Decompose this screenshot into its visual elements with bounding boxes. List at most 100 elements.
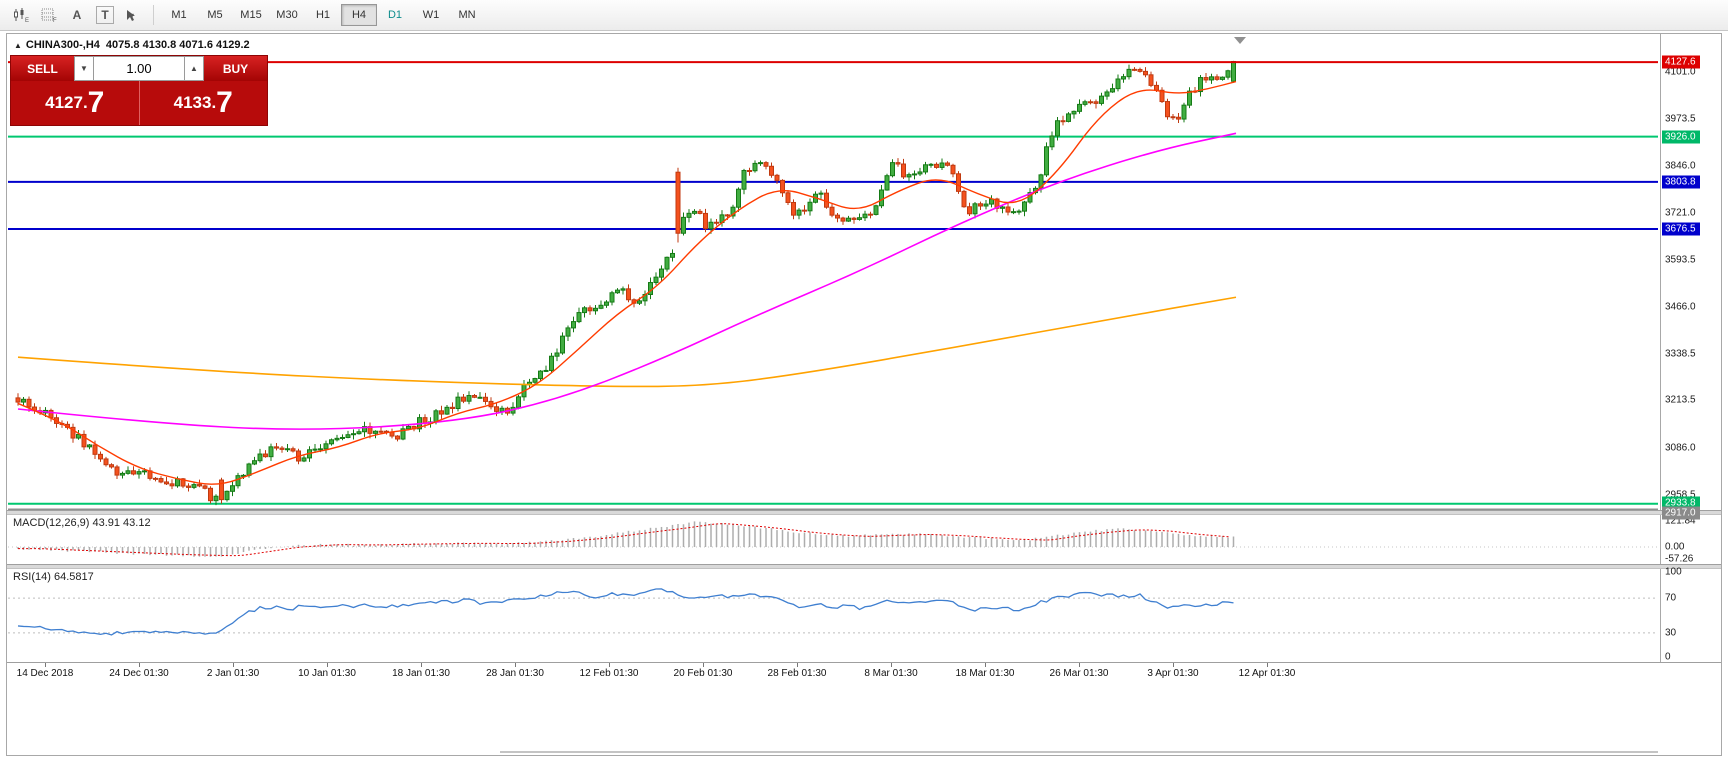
sell-price-main: 4127. <box>45 93 88 112</box>
text-tool-button[interactable]: A <box>72 8 82 22</box>
rsi-axis-label: 70 <box>1665 592 1677 604</box>
price-axis-label: 4101.0 <box>1665 66 1696 78</box>
svg-text:E: E <box>25 18 29 24</box>
rsi-axis-label: 0 <box>1665 651 1671 663</box>
time-axis-label: 18 Mar 01:30 <box>955 668 1015 679</box>
price-axis-label: 3846.0 <box>1665 160 1696 172</box>
timeframe-button-mn[interactable]: MN <box>458 9 476 21</box>
time-axis-label: 10 Jan 01:30 <box>298 668 356 679</box>
lot-increase-button[interactable]: ▲ <box>184 56 204 81</box>
rsi-axis-label: 100 <box>1665 566 1682 578</box>
price-axis-badge: 3803.8 <box>1662 175 1700 189</box>
rsi-axis-label: 30 <box>1665 627 1677 639</box>
macd-axis-label: 121.84 <box>1665 515 1696 527</box>
timeframe-group: M1 M5 M15 M30 H1 H4 D1 W1 MN <box>161 4 485 26</box>
time-axis-label: 24 Dec 01:30 <box>109 668 169 679</box>
timeframe-button-h1[interactable]: H1 <box>315 9 331 21</box>
sell-button[interactable]: SELL <box>11 56 74 81</box>
price-axis-separator[interactable] <box>1660 34 1661 663</box>
macd-axis-label: 0.00 <box>1665 541 1685 553</box>
time-axis-tick <box>139 663 140 667</box>
panel-separator[interactable] <box>7 564 1721 569</box>
time-axis-tick <box>609 663 610 667</box>
time-axis-tick <box>1267 663 1268 667</box>
price-axis-label: 3466.0 <box>1665 301 1696 313</box>
time-axis-label: 3 Apr 01:30 <box>1147 668 1199 679</box>
ma-slow-line <box>17 296 1237 388</box>
sell-price[interactable]: 4127. 7 <box>11 81 140 125</box>
ma-fast-line <box>17 80 1237 485</box>
price-axis-label: 3213.5 <box>1665 394 1696 406</box>
rsi-chart-canvas[interactable] <box>8 568 1658 662</box>
price-axis-label: 3973.5 <box>1665 113 1696 125</box>
timeframe-button-m1[interactable]: M1 <box>171 9 187 21</box>
time-axis-tick <box>797 663 798 667</box>
time-axis-label: 28 Jan 01:30 <box>486 668 544 679</box>
time-axis-tick <box>891 663 892 667</box>
chart-title: ▲ CHINA300-,H4 4075.8 4130.8 4071.6 4129… <box>14 39 250 51</box>
rsi-indicator-label: RSI(14) 64.5817 <box>13 571 94 583</box>
time-axis-label: 2 Jan 01:30 <box>206 668 260 679</box>
symbol-period-label: CHINA300-,H4 <box>25 39 100 51</box>
time-axis-label: 20 Feb 01:30 <box>673 668 733 679</box>
time-axis-tick <box>327 663 328 667</box>
time-axis-tick <box>421 663 422 667</box>
time-axis-label: 18 Jan 01:30 <box>392 668 450 679</box>
time-axis-tick <box>1079 663 1080 667</box>
timeframe-button-h4[interactable]: H4 <box>341 4 377 26</box>
toolbar-separator <box>153 5 154 25</box>
timeframe-button-m5[interactable]: M5 <box>207 9 223 21</box>
price-axis-badge: 3676.5 <box>1662 222 1700 236</box>
horizontal-scrollbar[interactable] <box>500 751 1658 753</box>
macd-indicator-label: MACD(12,26,9) 43.91 43.12 <box>13 517 151 529</box>
ohlc-values: 4075.8 4130.8 4071.6 4129.2 <box>105 39 250 51</box>
text-label-tool-button[interactable]: T <box>96 6 114 24</box>
price-axis-badge: 2917.0 <box>1662 506 1700 520</box>
collapse-arrow-icon: ▲ <box>14 40 22 50</box>
svg-text:F: F <box>53 18 57 24</box>
time-axis-label: 12 Feb 01:30 <box>579 668 639 679</box>
indicator-list-icon[interactable]: E <box>8 3 34 27</box>
price-axis-label: 3593.5 <box>1665 254 1696 266</box>
buy-price[interactable]: 4133. 7 <box>140 81 268 125</box>
time-axis-label: 14 Dec 2018 <box>16 668 74 679</box>
buy-button[interactable]: BUY <box>204 56 267 81</box>
price-axis-badge: 3926.0 <box>1662 130 1700 144</box>
one-click-trade-panel: SELL ▼ 1.00 ▲ BUY 4127. 7 4133. 7 <box>10 55 268 126</box>
time-axis-tick <box>515 663 516 667</box>
chart-shift-marker-icon <box>1234 37 1246 44</box>
panel-separator[interactable] <box>7 510 1721 515</box>
candlestick-chart-icon: E <box>14 8 29 24</box>
timeframe-button-m30[interactable]: M30 <box>276 9 298 21</box>
time-axis-tick <box>985 663 986 667</box>
price-axis-label: 3086.0 <box>1665 442 1696 454</box>
rsi-line <box>17 588 1234 636</box>
time-axis-border <box>7 662 1721 663</box>
template-grid-icon[interactable]: F <box>36 3 62 27</box>
toolbar: E F A T ▾ M1 M5 M15 M30 H1 H4 D1 W1 MN <box>0 0 1728 31</box>
price-axis-label: 3721.0 <box>1665 207 1696 219</box>
lot-decrease-button[interactable]: ▼ <box>74 56 94 81</box>
lot-size-input[interactable]: 1.00 <box>94 56 184 81</box>
price-axis-label: 2958.5 <box>1665 489 1696 501</box>
time-axis-label: 28 Feb 01:30 <box>767 668 827 679</box>
macd-histogram <box>17 521 1235 557</box>
timeframe-button-d1[interactable]: D1 <box>387 9 403 21</box>
time-axis-tick <box>703 663 704 667</box>
cursor-tool-button[interactable]: ▾ <box>118 3 144 27</box>
timeframe-button-m15[interactable]: M15 <box>240 9 262 21</box>
time-axis-tick <box>233 663 234 667</box>
buy-price-main: 4133. <box>173 93 217 112</box>
time-axis-label: 8 Mar 01:30 <box>864 668 918 679</box>
candles <box>15 60 1236 506</box>
price-axis-label: 3338.5 <box>1665 348 1696 360</box>
price-axis-badge: 2933.8 <box>1662 496 1700 510</box>
ma-mid-line <box>17 132 1237 430</box>
buy-price-big-digit: 7 <box>216 86 233 119</box>
sell-price-big-digit: 7 <box>87 86 105 119</box>
macd-chart-canvas[interactable] <box>8 514 1658 564</box>
timeframe-button-w1[interactable]: W1 <box>422 9 440 21</box>
price-axis-badge: 4127.6 <box>1662 55 1700 69</box>
time-axis-label: 12 Apr 01:30 <box>1238 668 1296 679</box>
